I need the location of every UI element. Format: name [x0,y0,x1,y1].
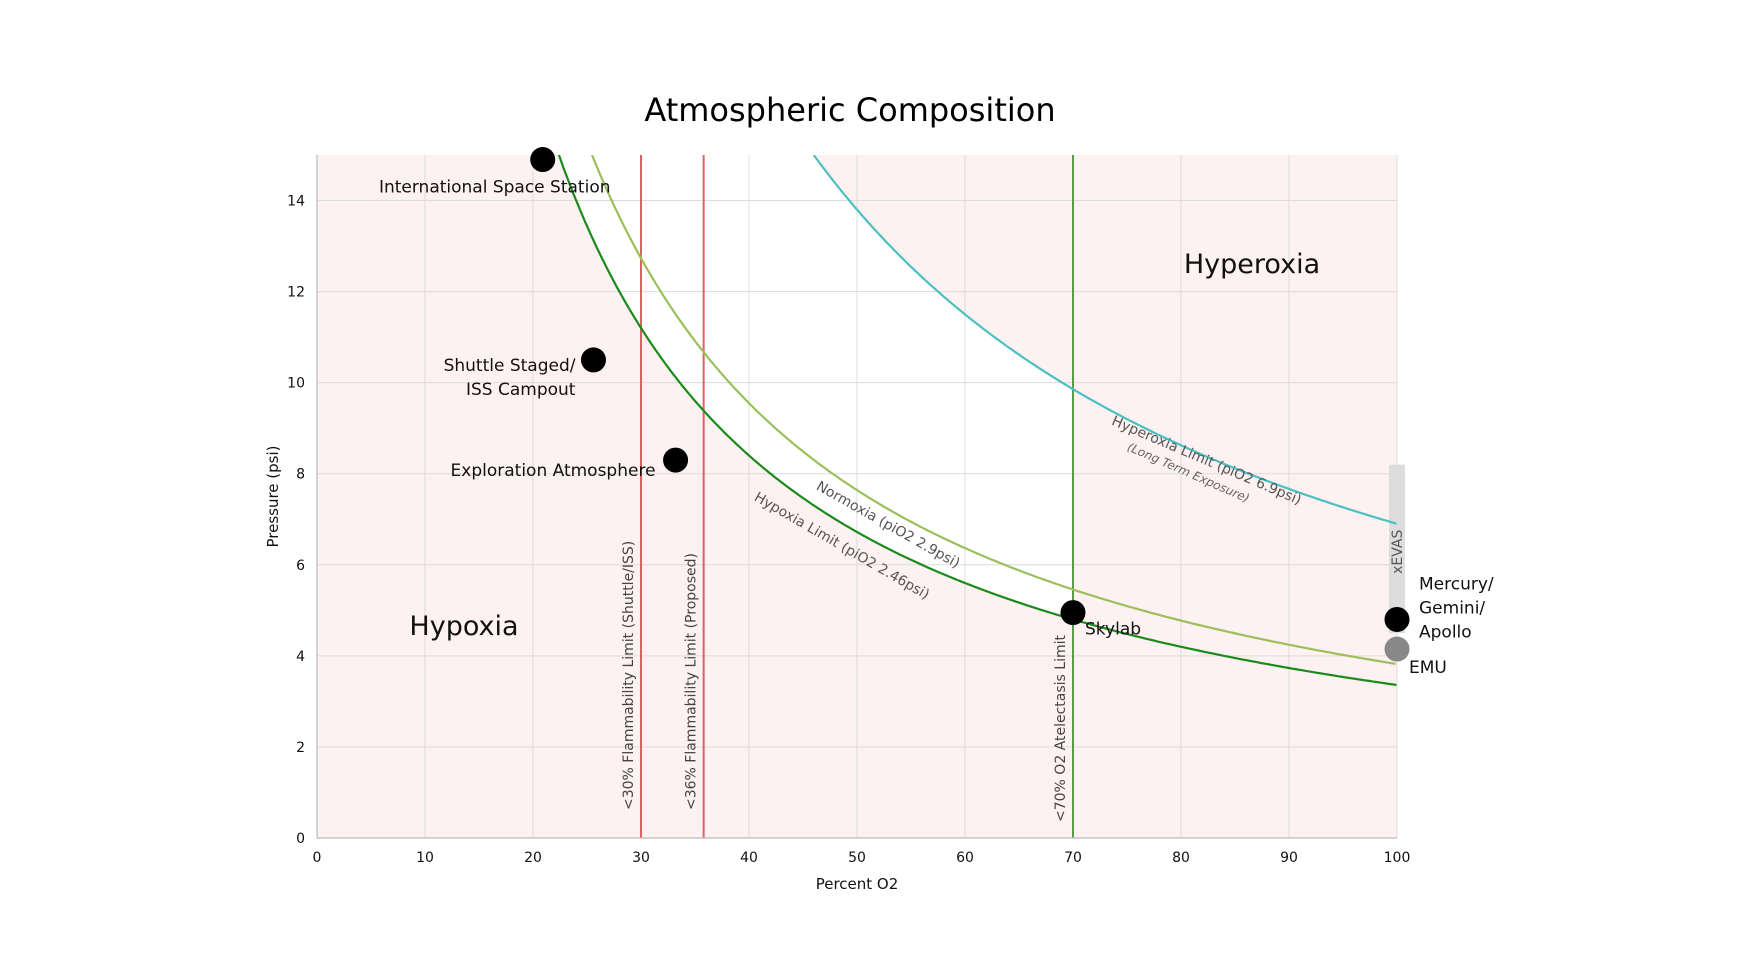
x-tick-label: 0 [313,850,322,866]
point-label-line: International Space Station [379,178,611,198]
data-point-exploration-atmosphere [663,447,689,473]
point-label-line: EMU [1409,658,1447,678]
y-tick-label: 14 [287,194,305,210]
axes-layer: 0 10 20 30 40 50 60 70 80 90 100 0 2 4 6 8 10 12 14 Percent… [264,155,1410,893]
vertical-line-label: <70% O2 Atelectasis Limit [1053,634,1069,822]
x-tick-label: 10 [416,850,434,866]
y-tick-label: 4 [296,649,305,665]
y-tick-label: 2 [296,740,305,756]
y-tick-label: 0 [296,831,305,847]
point-label: Exploration Atmosphere [451,461,656,481]
x-tick-label: 40 [740,850,758,866]
point-label-line: ISS Campout [466,380,576,400]
point-label-line: Exploration Atmosphere [451,461,656,481]
y-tick-label: 10 [287,376,305,392]
hyperoxia-limit-pio2-6-9psi-curve [812,155,1397,525]
x-tick-label: 30 [632,850,650,866]
normoxic-safe-region [558,155,1073,620]
x-tick-label: 100 [1384,850,1411,866]
data-point-mercury-gemini-apollo [1384,606,1410,632]
x-tick-label: 70 [1064,850,1082,866]
x-tick-label: 60 [956,850,974,866]
x-tick-label: 20 [524,850,542,866]
point-label-line: Mercury/ [1419,574,1494,594]
region-label-hypoxia: Hypoxia [409,611,518,642]
y-tick-label: 8 [296,467,305,483]
points-layer [530,147,1410,662]
vertical-line-label: <30% Flammability Limit (Shuttle/ISS) [621,541,637,810]
point-label-line: Skylab [1085,620,1141,640]
point-label: Mercury/Gemini/Apollo [1419,574,1494,642]
data-point-emu [1384,636,1410,662]
point-label: International Space Station [379,178,611,198]
point-label: Skylab [1085,620,1141,640]
point-label-line: Apollo [1419,622,1472,642]
vertical-limit-lines [640,155,1074,838]
point-label-line: Gemini/ [1419,598,1485,618]
normoxia-pio2-2-9psi-curve [590,155,1396,665]
chart-title: Atmospheric Composition [644,91,1055,129]
y-tick-label: 12 [287,285,305,301]
x-tick-label: 90 [1280,850,1298,866]
x-tick-label: 50 [848,850,866,866]
xevas-label: xEVAS [1390,530,1406,574]
vertical-line-label: <36% Flammability Limit (Proposed) [684,553,700,810]
data-point-international-space-station [530,147,556,173]
x-axis-title: Percent O2 [816,875,899,893]
point-label: Shuttle Staged/ISS Campout [444,356,576,400]
y-axis-title: Pressure (psi) [264,445,282,547]
data-point-shuttle-staged-iss-campout [580,347,606,373]
y-tick-label: 6 [296,558,305,574]
hypoxia-limit-pio2-2-46psi-curve [557,155,1397,687]
curves-layer [557,155,1397,687]
data-point-skylab [1060,600,1086,626]
region-label-hyperoxia: Hyperoxia [1184,249,1320,280]
point-label: EMU [1409,658,1447,678]
point-label-line: Shuttle Staged/ [444,356,576,376]
x-tick-label: 80 [1172,850,1190,866]
